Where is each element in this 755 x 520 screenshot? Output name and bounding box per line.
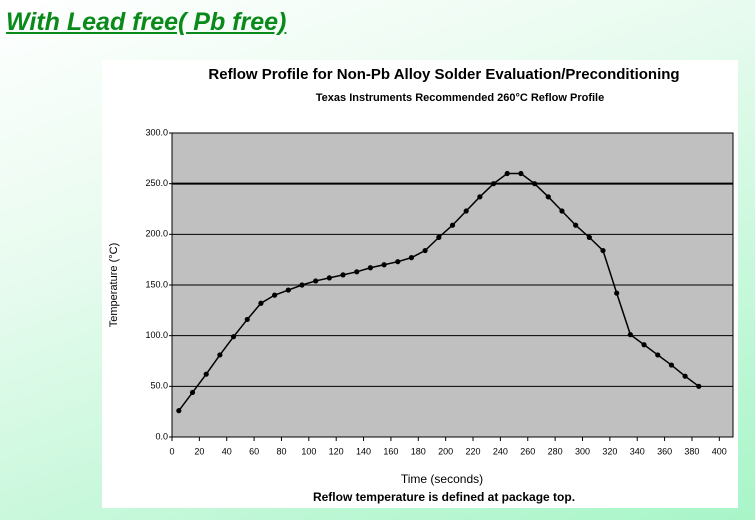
y-tick-label: 300.0: [145, 127, 168, 137]
data-point: [217, 352, 223, 358]
x-tick-label: 200: [438, 446, 453, 456]
data-point: [367, 265, 374, 271]
data-point: [230, 334, 237, 340]
data-point: [436, 234, 442, 240]
data-point: [559, 208, 565, 214]
data-point: [354, 269, 360, 275]
data-point: [258, 300, 264, 306]
y-tick-label: 50.0: [150, 381, 168, 391]
data-point: [395, 259, 401, 265]
x-tick-label: 180: [411, 446, 426, 456]
data-point: [682, 373, 688, 379]
data-point: [272, 292, 278, 298]
chart-title: Reflow Profile for Non-Pb Alloy Solder E…: [208, 66, 679, 83]
data-point: [696, 383, 702, 389]
data-point: [340, 272, 346, 278]
data-point: [531, 181, 538, 187]
x-tick-label: 360: [657, 446, 672, 456]
slide-heading: With Lead free( Pb free): [6, 8, 287, 36]
x-tick-label: 40: [222, 446, 232, 456]
data-point: [422, 247, 428, 254]
data-point: [641, 342, 647, 348]
data-point: [244, 316, 250, 323]
data-point: [189, 389, 196, 396]
data-point: [463, 208, 469, 214]
data-point: [490, 181, 497, 187]
data-point: [668, 362, 675, 368]
data-point: [203, 371, 209, 377]
data-point: [299, 282, 305, 288]
data-point: [627, 332, 633, 338]
x-tick-label: 400: [712, 446, 727, 456]
data-point: [614, 290, 620, 296]
x-tick-label: 160: [383, 446, 398, 456]
data-point: [285, 287, 291, 293]
chart-subtitle: Texas Instruments Recommended 260°C Refl…: [316, 92, 604, 104]
data-point: [326, 275, 332, 281]
x-tick-label: 220: [466, 446, 481, 456]
data-point: [477, 194, 483, 200]
x-tick-label: 240: [493, 446, 508, 456]
data-point: [600, 247, 606, 254]
data-point: [655, 352, 661, 358]
data-point: [408, 255, 415, 261]
x-tick-label: 260: [520, 446, 535, 456]
data-point: [586, 234, 592, 240]
y-tick-label: 150.0: [145, 279, 168, 289]
x-tick-label: 100: [301, 446, 316, 456]
x-tick-label: 280: [548, 446, 563, 456]
y-tick-label: 0.0: [155, 431, 168, 441]
x-axis-label: Time (seconds): [401, 472, 483, 486]
data-point: [313, 278, 319, 284]
data-point: [381, 262, 387, 268]
y-tick-label: 250.0: [145, 178, 168, 188]
x-tick-label: 0: [169, 446, 174, 456]
y-axis-label: Temperature (°C): [108, 243, 120, 327]
x-tick-label: 140: [356, 446, 371, 456]
x-tick-label: 80: [276, 446, 286, 456]
y-tick-label: 200.0: [145, 229, 168, 239]
x-tick-label: 320: [602, 446, 617, 456]
x-tick-label: 380: [684, 446, 699, 456]
data-point: [504, 170, 510, 177]
x-tick-label: 340: [630, 446, 645, 456]
x-tick-label: 300: [575, 446, 590, 456]
x-tick-label: 60: [249, 446, 259, 456]
chart-note: Reflow temperature is defined at package…: [313, 490, 575, 504]
data-point: [449, 222, 456, 228]
data-point: [573, 222, 579, 228]
data-point: [518, 170, 524, 177]
data-point: [176, 408, 182, 414]
x-tick-label: 120: [329, 446, 344, 456]
data-point: [545, 194, 551, 200]
y-tick-label: 100.0: [145, 330, 168, 340]
x-tick-label: 20: [194, 446, 204, 456]
